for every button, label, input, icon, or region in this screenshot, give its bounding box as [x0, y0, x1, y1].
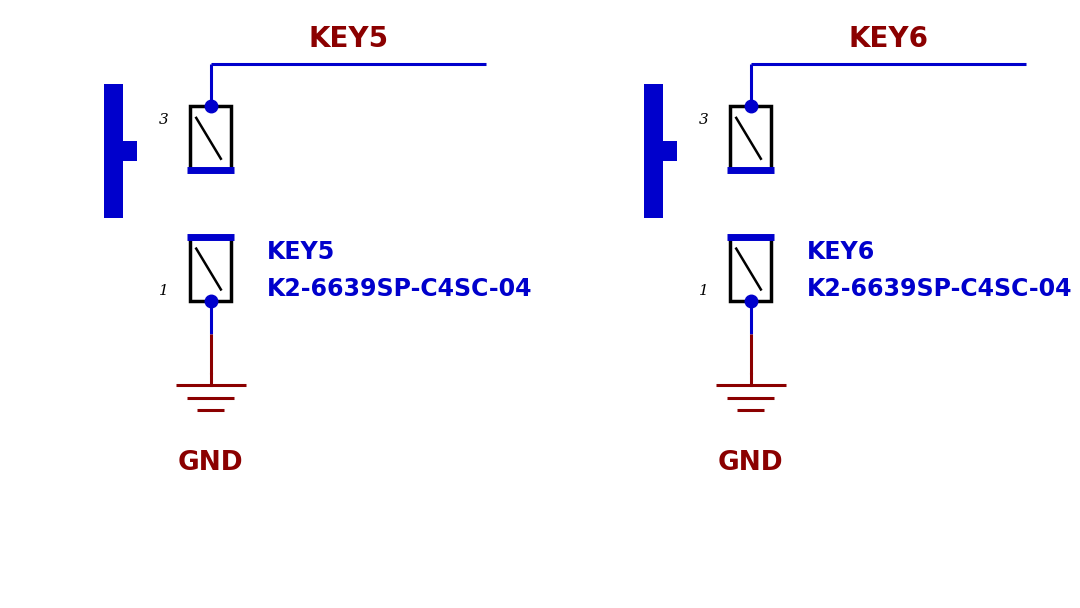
Text: GND: GND — [178, 450, 243, 476]
Text: KEY6: KEY6 — [848, 25, 929, 53]
Text: KEY6: KEY6 — [807, 241, 875, 264]
Bar — [730, 237, 771, 301]
Bar — [644, 85, 663, 218]
Text: KEY5: KEY5 — [308, 25, 389, 53]
Text: GND: GND — [718, 450, 783, 476]
Text: K2-6639SP-C4SC-04: K2-6639SP-C4SC-04 — [807, 277, 1072, 301]
Text: 1: 1 — [699, 285, 708, 299]
Bar — [104, 85, 123, 218]
Bar — [663, 142, 677, 161]
Text: 3: 3 — [159, 113, 168, 127]
Text: 1: 1 — [159, 285, 168, 299]
Text: KEY5: KEY5 — [267, 241, 335, 264]
Text: K2-6639SP-C4SC-04: K2-6639SP-C4SC-04 — [267, 277, 532, 301]
Text: 3: 3 — [699, 113, 708, 127]
Bar — [190, 237, 231, 301]
Bar — [190, 106, 231, 170]
Bar — [730, 106, 771, 170]
Bar — [123, 142, 137, 161]
